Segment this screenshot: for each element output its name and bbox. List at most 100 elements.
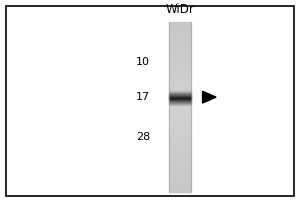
Bar bbox=[169, 24, 190, 25]
Bar bbox=[169, 124, 190, 125]
Bar bbox=[169, 48, 190, 49]
Bar bbox=[169, 55, 190, 56]
Bar bbox=[169, 69, 190, 70]
Bar bbox=[169, 114, 190, 115]
Bar bbox=[169, 31, 190, 32]
Bar bbox=[169, 113, 190, 114]
Bar bbox=[169, 57, 190, 58]
Bar bbox=[169, 107, 190, 108]
Bar bbox=[169, 76, 190, 77]
Bar bbox=[169, 187, 190, 188]
Bar bbox=[169, 157, 190, 158]
Bar bbox=[169, 106, 190, 107]
Bar bbox=[169, 39, 190, 40]
Bar bbox=[169, 64, 190, 65]
Bar bbox=[169, 151, 190, 152]
Bar bbox=[169, 101, 190, 102]
Bar bbox=[169, 92, 190, 93]
Bar bbox=[169, 127, 190, 128]
Bar bbox=[169, 105, 190, 106]
Bar bbox=[169, 49, 190, 50]
Bar bbox=[169, 36, 190, 37]
Bar bbox=[169, 58, 190, 59]
Bar bbox=[169, 136, 190, 137]
Bar bbox=[169, 131, 190, 132]
Bar bbox=[169, 182, 190, 183]
Bar bbox=[169, 33, 190, 34]
Bar bbox=[169, 42, 190, 43]
Bar bbox=[169, 122, 190, 123]
Bar bbox=[169, 43, 190, 44]
Bar bbox=[169, 171, 190, 172]
Text: 28: 28 bbox=[136, 132, 150, 142]
Bar bbox=[169, 175, 190, 176]
Bar bbox=[169, 117, 190, 118]
Bar bbox=[169, 144, 190, 145]
Bar bbox=[169, 119, 190, 120]
Bar bbox=[169, 154, 190, 155]
Bar bbox=[169, 125, 190, 126]
Bar bbox=[169, 37, 190, 38]
Bar bbox=[169, 44, 190, 45]
Bar bbox=[169, 95, 190, 96]
Bar bbox=[169, 71, 190, 72]
Bar bbox=[169, 89, 190, 90]
Bar bbox=[169, 145, 190, 146]
Bar bbox=[169, 79, 190, 80]
Bar bbox=[169, 72, 190, 73]
Bar bbox=[169, 93, 190, 94]
Bar bbox=[169, 75, 190, 76]
Bar bbox=[169, 165, 190, 166]
Bar bbox=[169, 28, 190, 29]
Bar bbox=[169, 25, 190, 26]
Bar bbox=[169, 54, 190, 55]
Bar bbox=[169, 80, 190, 81]
Bar bbox=[169, 174, 190, 175]
Bar bbox=[169, 115, 190, 116]
Bar bbox=[169, 66, 190, 67]
Bar bbox=[169, 177, 190, 178]
Bar bbox=[169, 56, 190, 57]
Bar bbox=[169, 189, 190, 190]
Bar bbox=[169, 156, 190, 157]
Bar bbox=[169, 141, 190, 142]
Bar bbox=[169, 70, 190, 71]
Bar bbox=[169, 160, 190, 161]
Bar bbox=[169, 159, 190, 160]
Bar bbox=[169, 32, 190, 33]
Bar bbox=[169, 103, 190, 104]
Bar bbox=[169, 40, 190, 41]
Bar bbox=[169, 150, 190, 151]
Bar bbox=[169, 167, 190, 168]
Bar bbox=[169, 91, 190, 92]
Bar bbox=[169, 161, 190, 162]
Bar bbox=[169, 74, 190, 75]
Bar bbox=[169, 162, 190, 163]
Bar bbox=[169, 78, 190, 79]
Bar bbox=[169, 191, 190, 192]
Bar bbox=[169, 35, 190, 36]
Bar bbox=[169, 94, 190, 95]
Bar bbox=[169, 153, 190, 154]
Bar bbox=[169, 108, 190, 109]
Bar bbox=[169, 52, 190, 53]
Bar bbox=[169, 183, 190, 184]
Bar bbox=[169, 90, 190, 91]
Bar bbox=[169, 88, 190, 89]
Bar bbox=[169, 139, 190, 140]
Bar bbox=[169, 138, 190, 139]
Bar bbox=[169, 47, 190, 48]
Bar bbox=[169, 169, 190, 170]
Bar bbox=[169, 172, 190, 173]
Bar bbox=[169, 104, 190, 105]
Bar bbox=[169, 185, 190, 186]
Bar bbox=[169, 23, 190, 24]
Bar bbox=[169, 133, 190, 134]
Bar bbox=[169, 102, 190, 103]
Bar bbox=[169, 173, 190, 174]
Bar bbox=[169, 27, 190, 28]
Polygon shape bbox=[202, 91, 216, 103]
Bar bbox=[169, 68, 190, 69]
Bar bbox=[169, 112, 190, 113]
Bar bbox=[169, 61, 190, 62]
